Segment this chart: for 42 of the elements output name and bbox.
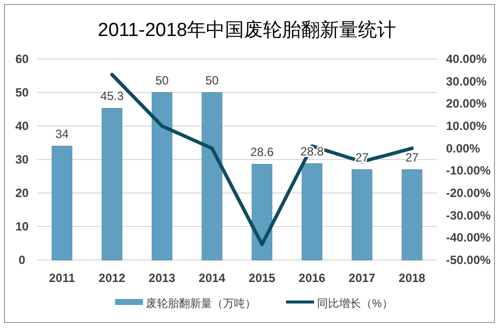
y2-tick-label: -50.00% bbox=[446, 253, 492, 267]
legend-label: 废轮胎翻新量（万吨） bbox=[146, 297, 256, 310]
data-label: 28.6 bbox=[250, 145, 274, 160]
y-tick-label: 20 bbox=[15, 186, 29, 200]
data-label: 50 bbox=[155, 74, 169, 88]
bar bbox=[252, 164, 272, 260]
y2-tick-label: 20.00% bbox=[446, 96, 488, 111]
data-label: 50 bbox=[205, 74, 219, 88]
bar bbox=[202, 92, 222, 260]
y2-tick-label: -20.00% bbox=[446, 186, 492, 200]
x-tick-label: 2014 bbox=[198, 271, 226, 285]
y2-tick-label: 40.00% bbox=[446, 52, 488, 66]
data-label: 34 bbox=[55, 127, 69, 142]
bar bbox=[352, 169, 372, 260]
x-tick-label: 2011 bbox=[48, 271, 76, 285]
x-tick-label: 2016 bbox=[298, 271, 326, 285]
bar bbox=[52, 146, 72, 260]
x-tick-label: 2017 bbox=[348, 271, 376, 285]
y-tick-label: 40 bbox=[15, 119, 29, 133]
x-tick-label: 2018 bbox=[398, 271, 426, 285]
y-tick-label: 60 bbox=[15, 52, 29, 66]
y2-tick-label: 30.00% bbox=[446, 74, 488, 88]
x-tick-label: 2015 bbox=[248, 271, 276, 285]
y2-tick-label: -40.00% bbox=[446, 230, 492, 245]
bar bbox=[302, 163, 322, 260]
bar bbox=[402, 169, 422, 260]
legend-label: 同比增长（%） bbox=[317, 297, 393, 310]
x-tick-label: 2013 bbox=[148, 271, 176, 285]
chart-title: 2011-2018年中国废轮胎翻新量统计 bbox=[98, 19, 396, 41]
data-label: 27 bbox=[405, 150, 419, 165]
x-tick-label: 2012 bbox=[98, 271, 126, 285]
y-tick-label: 0 bbox=[18, 253, 26, 267]
y-tick-label: 30 bbox=[15, 152, 29, 166]
bar bbox=[102, 108, 122, 260]
bar bbox=[152, 92, 172, 260]
y2-tick-label: 0.00% bbox=[446, 141, 480, 156]
y2-tick-label: -10.00% bbox=[446, 164, 492, 178]
y-tick-label: 50 bbox=[15, 86, 29, 100]
data-label: 45.3 bbox=[100, 89, 124, 104]
y2-tick-label: 10.00% bbox=[446, 119, 488, 133]
y-tick-label: 10 bbox=[15, 220, 29, 234]
y2-tick-label: -30.00% bbox=[446, 208, 492, 222]
